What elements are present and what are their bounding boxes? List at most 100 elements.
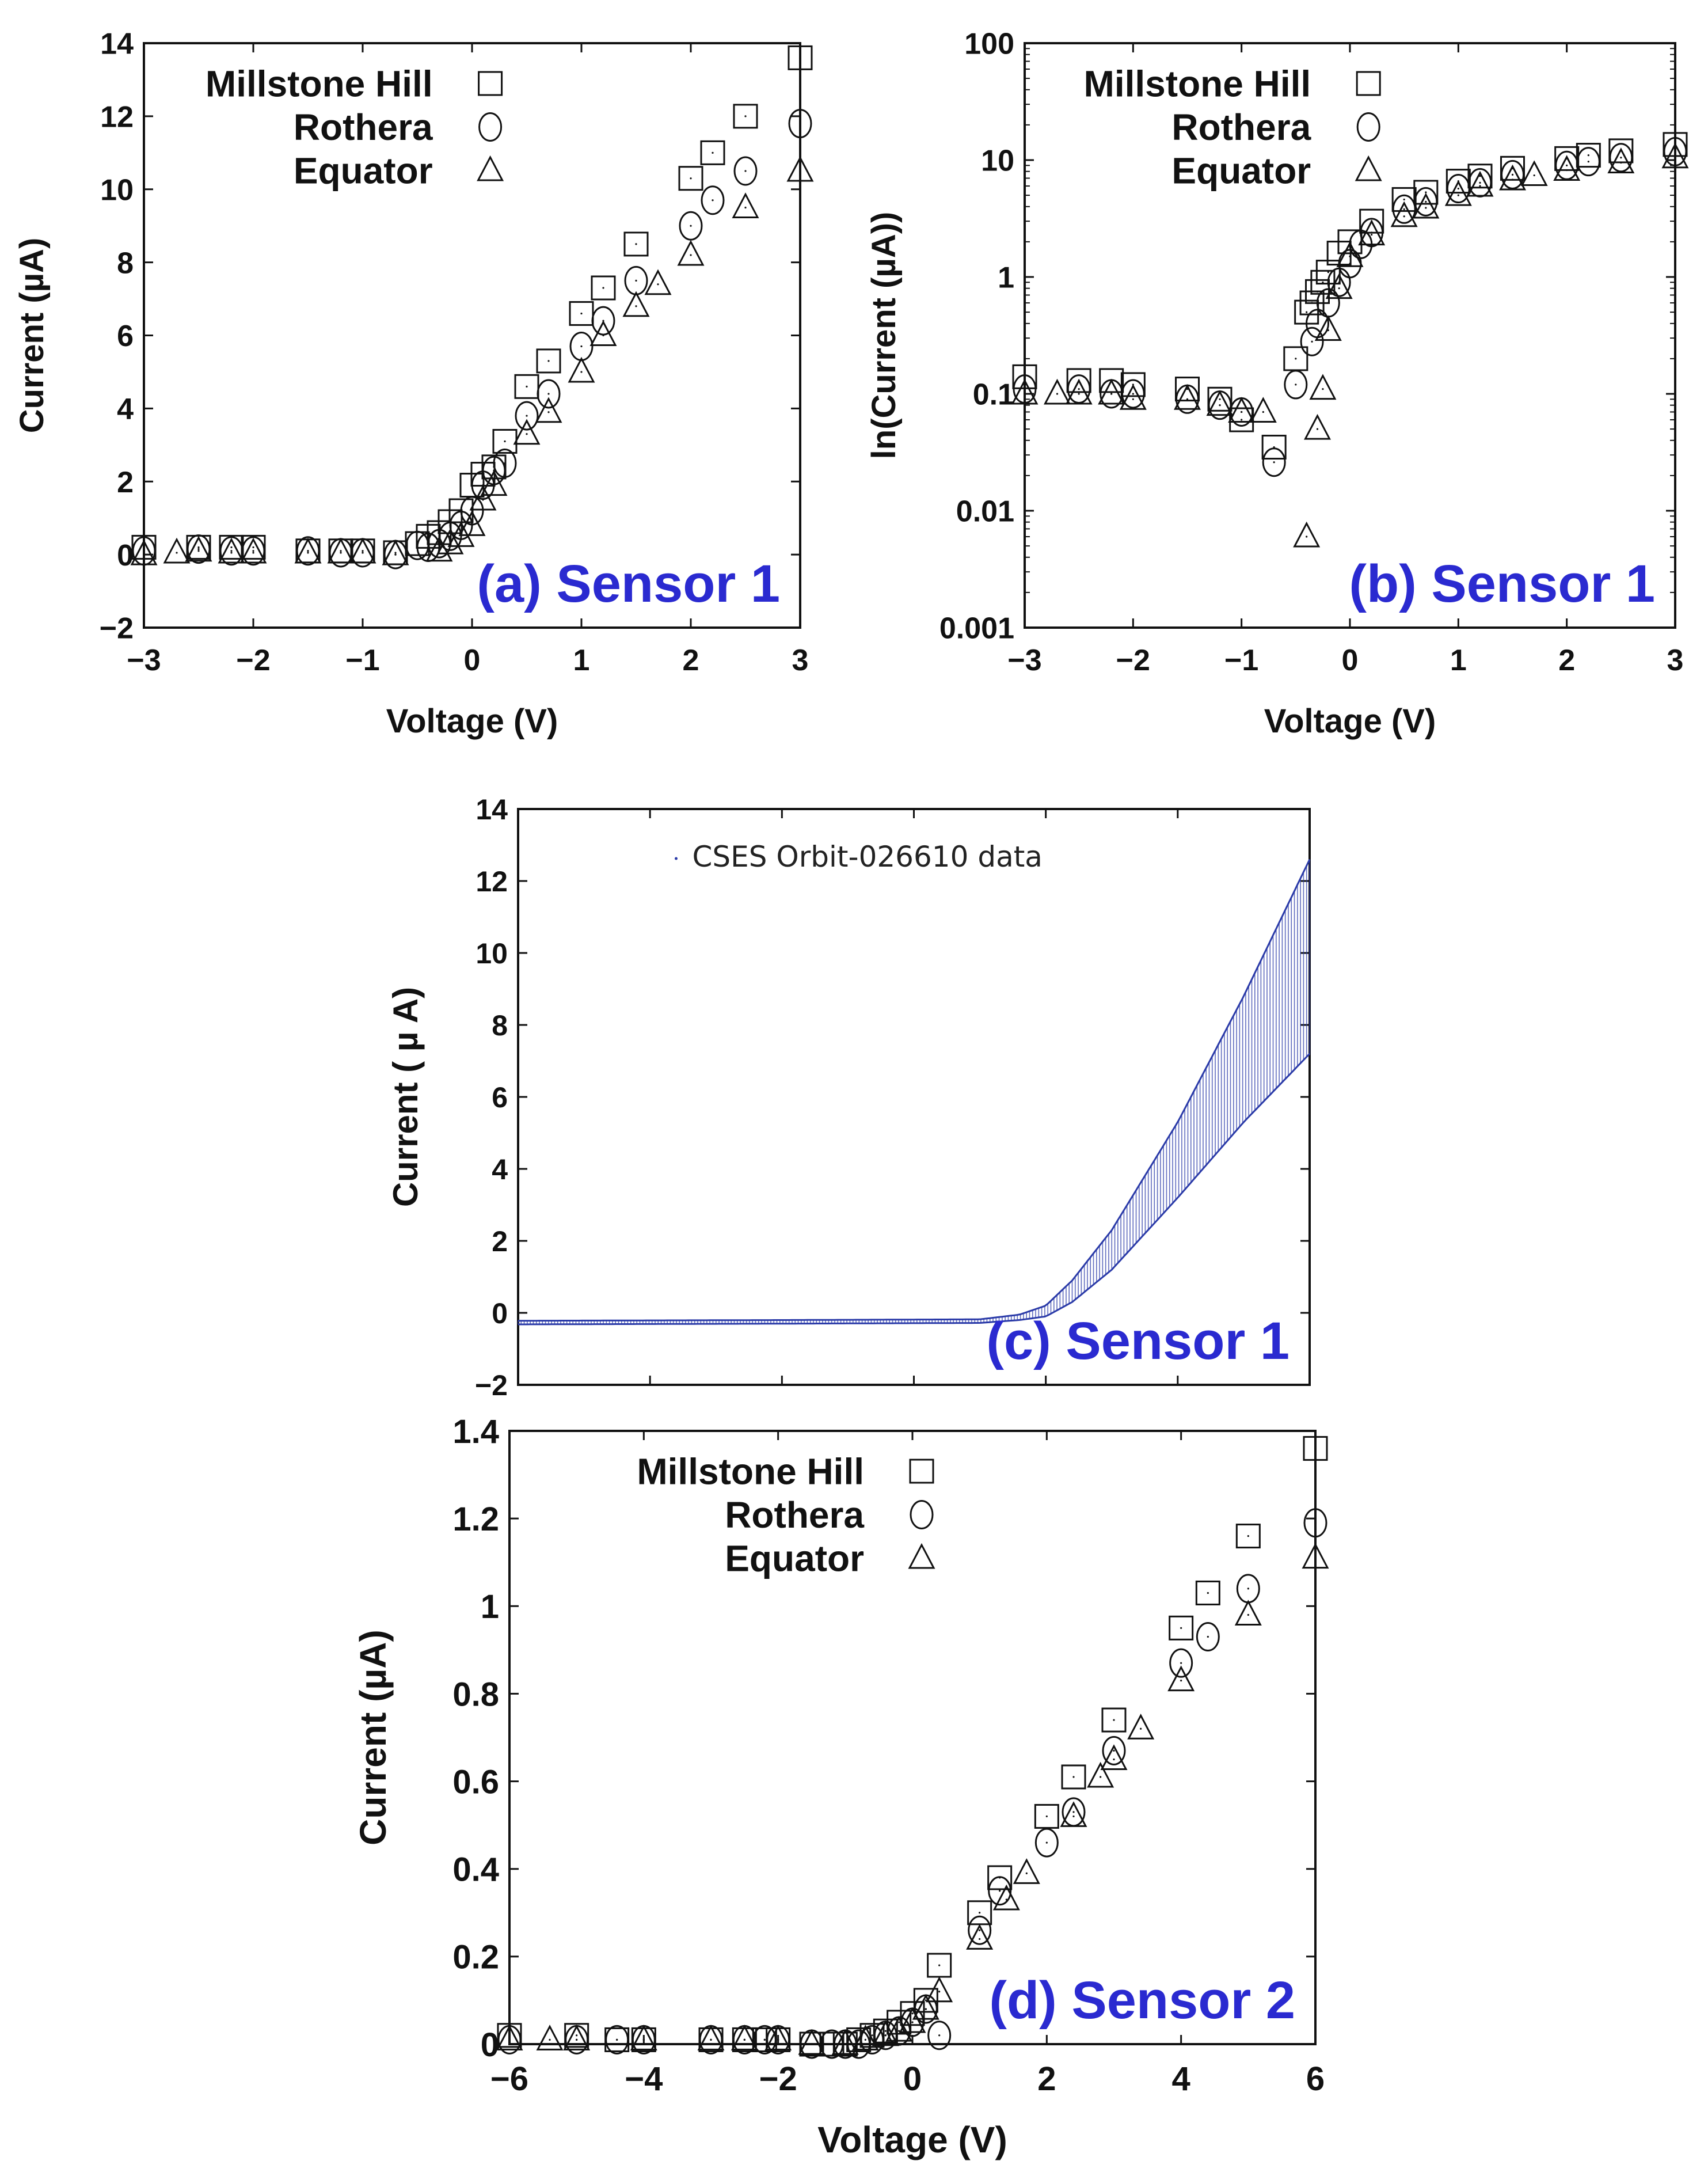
data-point — [1663, 132, 1688, 157]
y-tick-label: 14 — [475, 793, 508, 826]
x-tick-label: 0 — [464, 644, 481, 677]
data-point-center — [1295, 358, 1297, 360]
data-point — [563, 2025, 591, 2050]
data-point — [1234, 1600, 1262, 1626]
data-point-center — [1180, 1662, 1182, 1664]
y-tick-label: 1 — [481, 1588, 499, 1626]
data-point-center — [925, 1999, 927, 2002]
data-point — [733, 104, 758, 129]
y-tick-label: 8 — [117, 246, 134, 280]
data-point — [968, 1915, 992, 1945]
data-point — [630, 2025, 657, 2050]
data-point-center — [580, 345, 583, 348]
x-tick-label: 4 — [1172, 2060, 1190, 2098]
data-point — [860, 2025, 884, 2055]
data-point — [294, 537, 322, 564]
data-point-center — [744, 170, 747, 172]
data-point — [1309, 374, 1337, 400]
data-point — [926, 1976, 953, 2003]
data-point-center — [230, 550, 233, 552]
data-point-center — [1457, 187, 1459, 190]
legend-marker-equator — [477, 155, 504, 181]
data-point-center — [526, 385, 528, 388]
data-point-center — [690, 177, 692, 180]
x-tick-label: 2 — [1558, 644, 1575, 677]
data-point — [1300, 326, 1324, 356]
data-point — [1060, 1801, 1087, 1827]
data-point — [701, 185, 725, 215]
chart-b: −3 −2 −1 0 1 2 3 0.001 0.01 0.1 1 10 100 Voltage (V) l… — [865, 28, 1689, 740]
data-point-center — [831, 2043, 833, 2045]
data-point — [496, 2025, 523, 2050]
legend-label-millstone: Millstone Hill — [206, 63, 433, 104]
y-axis-label: Current ( µ A) — [386, 987, 425, 1207]
data-point-center — [799, 170, 801, 172]
data-point-center — [1247, 1613, 1249, 1616]
data-point-center — [1425, 191, 1427, 193]
data-point-center — [340, 552, 342, 554]
x-axis-label: Voltage (V) — [1264, 702, 1436, 740]
data-point-center — [1322, 281, 1324, 283]
data-point-center — [1314, 1522, 1317, 1524]
data-point-center — [1247, 1588, 1249, 1590]
data-point — [1304, 413, 1331, 440]
chart-c: −2 0 2 4 6 8 10 12 14 Current ( µ A) CSES Orbit-02… — [386, 793, 1311, 1402]
data-point-center — [712, 151, 714, 154]
data-point — [1119, 384, 1147, 410]
data-point — [1174, 384, 1201, 410]
data-point — [1013, 1858, 1040, 1884]
data-point-center — [482, 499, 484, 501]
data-point-center — [938, 1964, 941, 1966]
data-point-center — [1322, 388, 1324, 390]
x-axis-label: Voltage (V) — [386, 702, 558, 740]
data-point — [700, 140, 725, 165]
data-point-center — [1479, 175, 1481, 177]
data-point-center — [307, 550, 309, 552]
data-point — [569, 301, 594, 326]
x-tick-label: −6 — [490, 2060, 528, 2098]
data-point-center — [307, 552, 309, 554]
data-point — [349, 537, 376, 564]
data-point — [1501, 160, 1524, 189]
data-point — [731, 2025, 758, 2050]
data-point — [733, 156, 758, 186]
x-tick-label: 1 — [573, 644, 590, 677]
data-point — [851, 2025, 879, 2050]
data-point-center — [1025, 1872, 1028, 1874]
y-tick-label: 6 — [492, 1081, 508, 1114]
data-point-center — [871, 2034, 873, 2037]
y-tick-label: 10 — [475, 937, 508, 970]
data-point-center — [1306, 536, 1308, 538]
data-point — [885, 2015, 913, 2042]
data-point-center — [176, 552, 178, 554]
y-tick-label: 0.1 — [973, 378, 1014, 412]
data-point — [1414, 187, 1438, 217]
data-point — [1261, 435, 1287, 460]
data-point — [382, 539, 409, 565]
data-point — [1121, 379, 1145, 409]
y-tick-label: 8 — [492, 1009, 508, 1042]
data-point — [644, 269, 672, 295]
data-point — [900, 2001, 925, 2026]
data-point — [1249, 397, 1277, 423]
data-point-center — [394, 553, 397, 556]
data-point — [591, 275, 616, 301]
data-point-center — [911, 2021, 914, 2023]
x-tick-label: −2 — [1116, 644, 1150, 677]
data-point — [1169, 1615, 1194, 1640]
data-point-center — [635, 305, 637, 307]
data-point — [535, 397, 562, 423]
data-point — [913, 1988, 938, 2013]
data-point-center — [1311, 340, 1313, 343]
data-point-center — [549, 2038, 551, 2041]
series-equator — [130, 155, 814, 565]
data-point — [992, 1884, 1020, 1911]
legend-label-equator: Equator — [725, 1537, 864, 1579]
legend-label-rothera: Rothera — [725, 1494, 864, 1536]
panel-label: (c) Sensor 1 — [986, 1312, 1289, 1370]
data-point — [131, 534, 157, 560]
legend-marker-equator — [908, 1543, 935, 1569]
data-point-center — [744, 206, 747, 209]
data-point-center — [1247, 1535, 1249, 1537]
